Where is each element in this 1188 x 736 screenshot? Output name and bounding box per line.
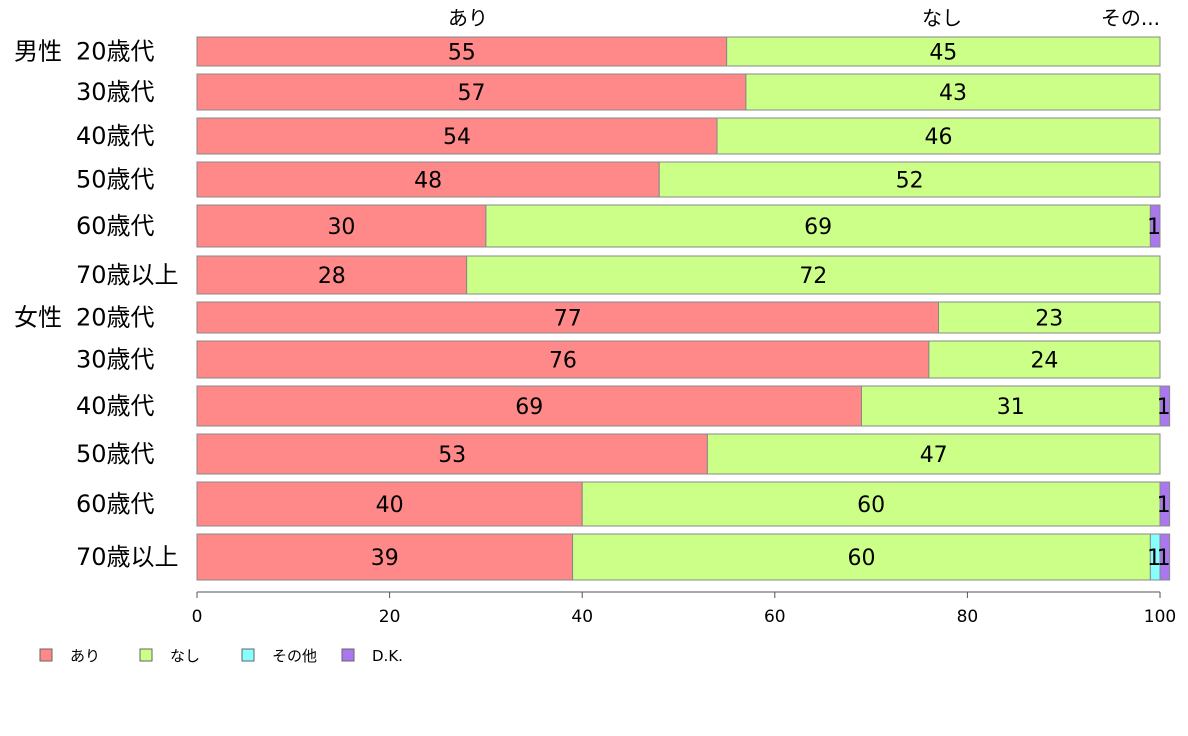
bar-segment [196,433,708,475]
bar-segment [196,36,728,67]
bar-value-label: 72 [799,264,827,289]
bar-value-label: 76 [549,349,577,374]
legend-swatch [241,648,255,662]
legend-label: その他 [272,647,317,665]
bar-segment [716,117,1161,155]
bar-value-label: 55 [448,41,476,66]
category-label: 30歳代 [76,346,155,374]
bar-value-label: 1 [1157,395,1171,420]
column-header: あり [448,6,488,30]
bar-segment [706,433,1161,475]
bar-segment [572,533,1151,581]
legend-swatch [341,648,355,662]
bar-value-label: 31 [997,395,1025,420]
category-label: 50歳代 [76,166,155,194]
bar-segment [196,73,747,111]
x-tick-label: 80 [957,607,979,627]
bar-segment [860,385,1161,427]
bar-value-label: 39 [371,546,399,571]
bar-segment [1159,533,1171,581]
bar-segment [196,340,930,379]
category-label: 60歳代 [76,212,155,240]
bar-segment [928,340,1161,379]
x-tick-label: 0 [192,607,203,627]
category-label: 70歳以上 [76,261,179,289]
bar-value-label: 28 [318,264,346,289]
column-header: その... [1101,6,1160,30]
bar-value-label: 1 [1147,215,1161,240]
legend-label: D.K. [372,647,403,665]
bar-segment [1159,481,1171,527]
bar-value-label: 48 [414,169,442,194]
category-label: 20歳代 [76,38,155,66]
bar-value-label: 1 [1157,493,1171,518]
bar-value-label: 53 [438,443,466,468]
x-tick-label: 100 [1144,607,1176,627]
bar-segment [196,161,660,198]
category-label: 40歳代 [76,392,155,420]
category-label: 60歳代 [76,490,155,518]
bar-value-label: 60 [847,546,875,571]
bar-value-label: 45 [929,41,957,66]
bar-value-label: 47 [920,443,948,468]
x-tick-label: 40 [571,607,593,627]
category-label: 50歳代 [76,440,155,468]
bar-value-label: 23 [1035,307,1063,332]
category-label: 40歳代 [76,122,155,150]
bar-segment [466,255,1161,295]
bar-segment [745,73,1161,111]
category-label: 20歳代 [76,304,155,332]
bar-value-label: 54 [443,125,471,150]
bar-segment [485,204,1151,248]
x-tick-label: 60 [764,607,786,627]
bar-segment [938,301,1161,334]
bar-segment [196,117,718,155]
bar-segment [1159,385,1171,427]
legend-swatch [39,648,53,662]
bar-segment [1149,204,1161,248]
bar-value-label: 40 [376,493,404,518]
category-label: 70歳以上 [76,543,179,571]
bar-value-label: 43 [939,81,967,106]
x-tick-label: 20 [379,607,401,627]
bar-value-label: 24 [1030,349,1058,374]
bar-segment [196,533,574,581]
group-label: 男性 [14,38,62,66]
bar-value-label: 1 [1157,546,1171,571]
legend-label: あり [70,647,100,665]
bar-value-label: 30 [327,215,355,240]
bar-value-label: 57 [457,81,485,106]
bar-segment [196,204,487,248]
bar-segment [726,36,1161,67]
bar-segment [196,301,940,334]
bar-value-label: 69 [515,395,543,420]
legend-swatch [139,648,153,662]
legend-label: なし [170,647,200,665]
group-label: 女性 [14,304,62,332]
bar-segment [196,255,468,295]
bar-segment [581,481,1161,527]
bar-value-label: 69 [804,215,832,240]
category-label: 30歳代 [76,78,155,106]
bar-value-label: 77 [554,307,582,332]
bar-value-label: 1 [1147,546,1161,571]
bar-value-label: 46 [925,125,953,150]
bar-value-label: 60 [857,493,885,518]
bar-segment [658,161,1161,198]
column-header: なし [922,6,962,30]
bar-value-label: 52 [896,169,924,194]
